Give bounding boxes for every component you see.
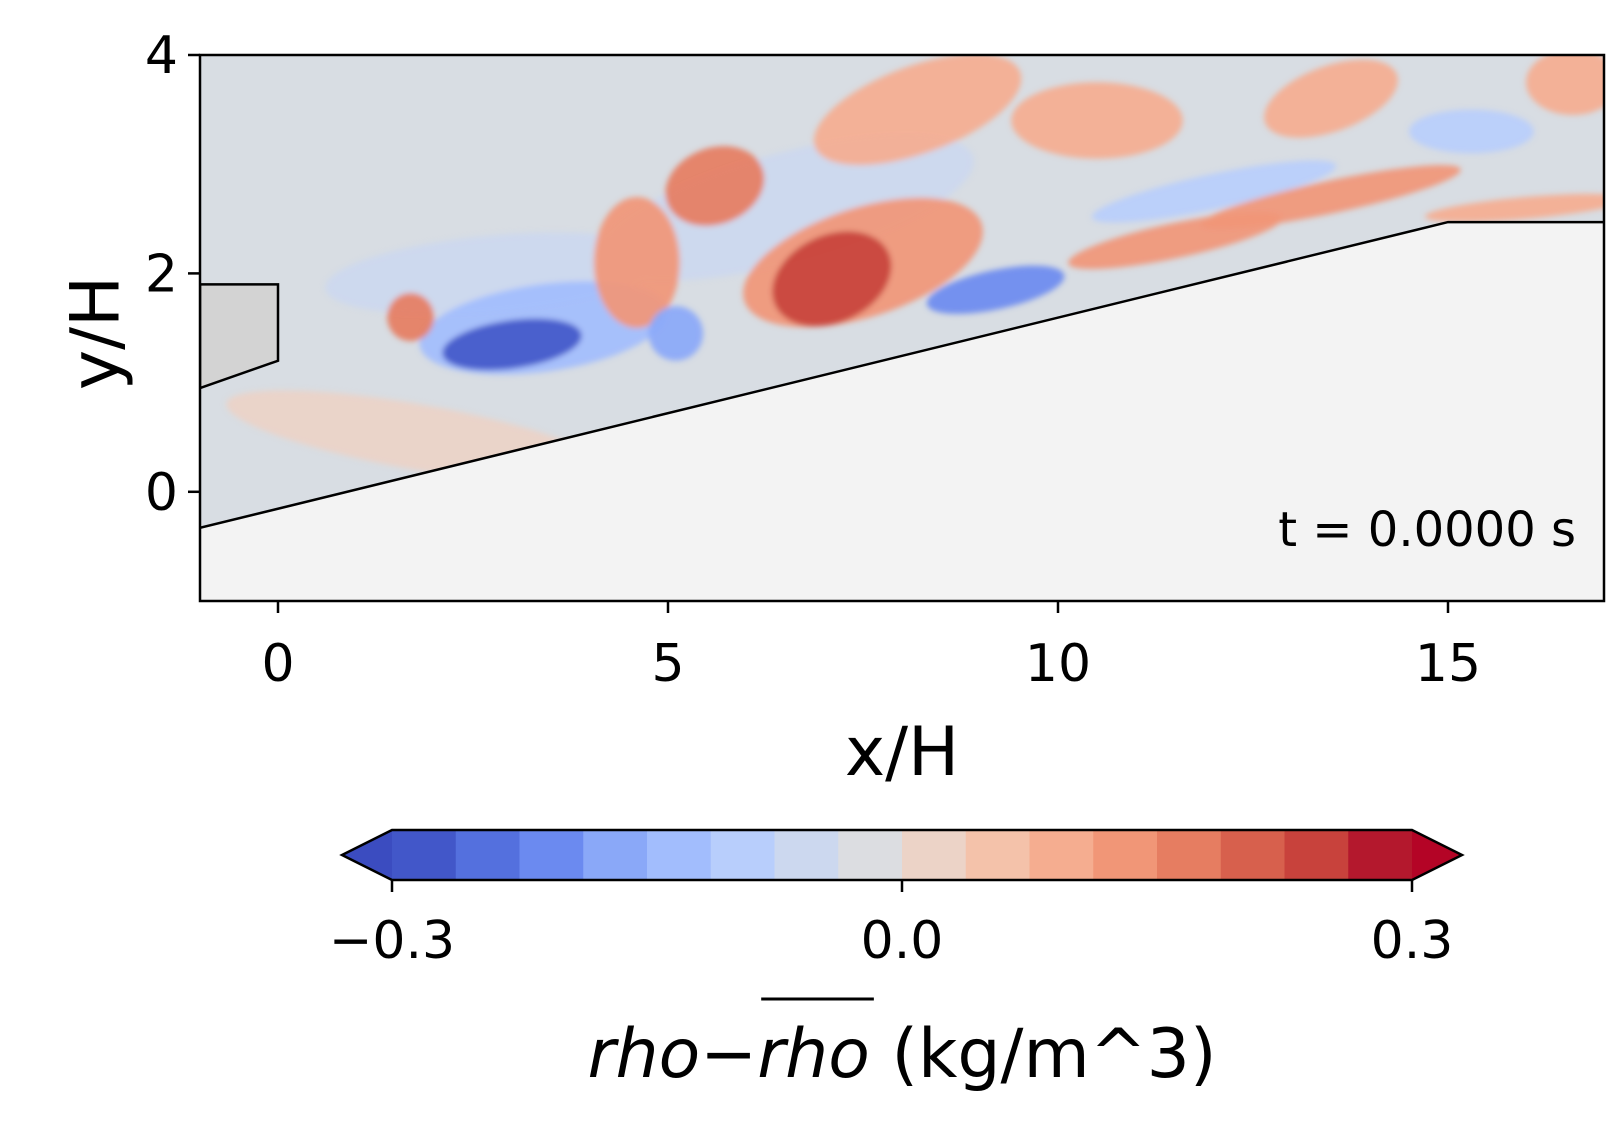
x-tick-label: 10	[1025, 634, 1091, 694]
colorbar-level-swatch	[1029, 830, 1094, 880]
density-blob-7	[1091, 160, 1337, 223]
colorbar-level-swatch	[902, 830, 967, 880]
density-blob-11	[593, 196, 680, 328]
density-blob-3	[813, 55, 1022, 166]
y-tick-label: 4	[145, 26, 178, 86]
colorbar-extend-low	[342, 830, 392, 880]
colorbar-level-swatch	[583, 830, 648, 880]
ramp-solid	[200, 222, 1604, 601]
density-blob-9	[1526, 55, 1604, 116]
colorbar-tick-label: 0.0	[861, 911, 944, 971]
colorbar-level-swatch	[1093, 830, 1158, 880]
colorbar-tick-label: −0.3	[329, 911, 455, 971]
colorbar-level-swatch	[774, 830, 839, 880]
colorbar-level-swatch	[965, 830, 1031, 880]
colorbar-label-minus: −	[700, 1015, 757, 1094]
colorbar-level-swatch	[647, 830, 712, 880]
y-axis-label: y/H	[57, 276, 136, 390]
density-blob-18	[926, 265, 1065, 314]
density-blob-4	[1011, 82, 1183, 159]
ramp-wall-line	[200, 220, 1604, 530]
density-blob-20	[442, 318, 582, 371]
density-blob-17	[648, 306, 704, 361]
colorbar-label-units: (kg/m^3)	[870, 1015, 1217, 1094]
x-tick-label: 0	[261, 634, 294, 694]
density-blob-15	[387, 293, 434, 342]
density-field	[226, 55, 1604, 484]
colorbar-level-swatch	[1220, 830, 1286, 880]
colorbar-level-swatch	[1157, 830, 1222, 880]
density-blob-8	[1424, 193, 1604, 222]
colorbar-tick-label: 0.3	[1371, 911, 1454, 971]
colorbar-level-swatch	[519, 830, 584, 880]
colorbar-label-mean-symbol: rho	[757, 1015, 870, 1094]
colorbar-label-symbol: rho	[588, 1015, 701, 1094]
colorbar-level-swatch	[392, 830, 457, 880]
y-tick-label: 2	[145, 244, 178, 304]
plot-frame	[198, 53, 1606, 603]
density-blob-6	[1264, 59, 1398, 138]
x-tick-label: 5	[651, 634, 684, 694]
density-blob-2	[596, 134, 974, 281]
colorbar-label: rho−rho (kg/m^3)	[588, 1015, 1217, 1094]
density-blob-5	[1409, 109, 1534, 154]
y-tick-label: 0	[145, 463, 178, 523]
colorbar-ticks: −0.3 0.0 0.3	[329, 880, 1453, 971]
y-axis-ticks: 4 2 0	[145, 26, 200, 523]
density-blob-16	[665, 146, 765, 226]
colorbar-level-swatch	[455, 830, 521, 880]
colorbar-level-swatch	[1348, 830, 1413, 880]
time-annotation: t = 0.0000 s	[1278, 502, 1576, 558]
colorbar-level-swatch	[1284, 830, 1349, 880]
plot-area	[200, 55, 1604, 601]
density-blob-14	[1201, 165, 1461, 229]
backward-step	[200, 283, 280, 390]
x-tick-label: 15	[1415, 634, 1481, 694]
colorbar-level-swatch	[838, 830, 903, 880]
x-axis-label: x/H	[845, 713, 959, 792]
colorbar-extend-high	[1412, 830, 1462, 880]
colorbar-level-swatch	[710, 830, 776, 880]
density-blob-19	[772, 231, 892, 327]
x-axis-ticks: 0 5 10 15	[261, 601, 1481, 694]
colorbar	[339, 828, 1465, 882]
